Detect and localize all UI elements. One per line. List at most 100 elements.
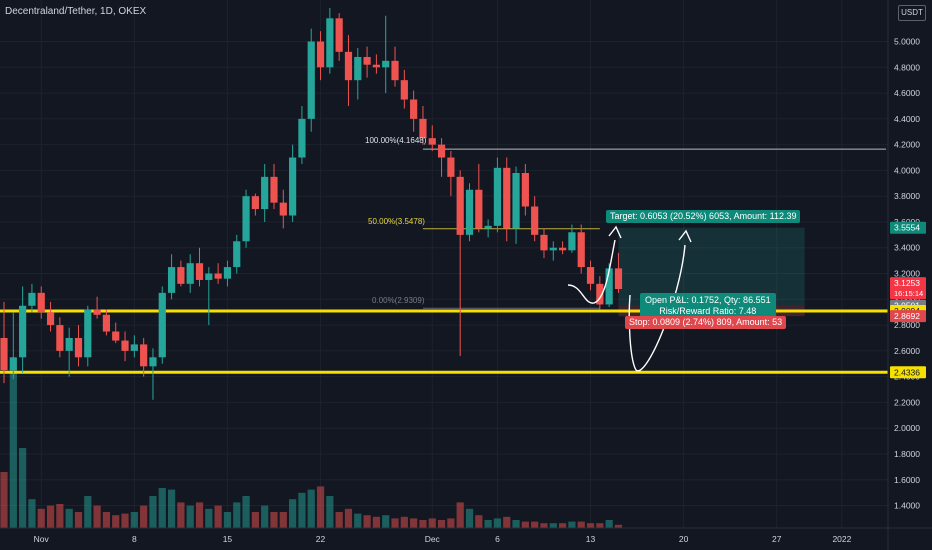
volume-bar xyxy=(102,512,111,528)
candle-body xyxy=(354,56,362,81)
target-info-label: Target: 0.6053 (20.52%) 6053, Amount: 11… xyxy=(606,210,801,223)
volume-bar xyxy=(93,505,101,528)
currency-unit-button[interactable]: USDT xyxy=(898,5,926,21)
volume-bar xyxy=(437,520,446,528)
volume-bar xyxy=(372,516,380,528)
volume-bar xyxy=(456,502,464,528)
volume-bar xyxy=(270,512,278,528)
volume-bar xyxy=(614,524,623,528)
price-tick-label: 4.4000 xyxy=(894,114,920,124)
time-tick-label: 20 xyxy=(679,534,689,544)
volume-bar xyxy=(512,520,520,528)
candle-body xyxy=(251,196,259,210)
candle-body xyxy=(493,167,502,226)
volume-bar xyxy=(195,502,204,528)
candle-body xyxy=(28,292,36,306)
fib-label-0: 0.00%(2.9309) xyxy=(372,296,425,305)
price-tick-label: 3.8000 xyxy=(894,191,920,201)
volume-bar xyxy=(121,513,129,528)
volume-bar xyxy=(568,521,576,528)
candle-body xyxy=(0,337,8,371)
volume-bar xyxy=(289,499,297,528)
arrow-head xyxy=(608,225,622,239)
risk-reward-text: Risk/Reward Ratio: 7.48 xyxy=(659,306,757,316)
time-tick-label: Nov xyxy=(34,534,50,544)
candle-body xyxy=(577,232,585,268)
price-tag-label: 2.4336 xyxy=(894,367,920,377)
volume-bar xyxy=(279,512,287,528)
candle-body xyxy=(9,357,17,371)
candle-body xyxy=(298,118,306,158)
volume-bar xyxy=(261,505,269,528)
candle-body xyxy=(391,60,399,81)
time-tick-label: 15 xyxy=(223,534,233,544)
volume-bar xyxy=(28,499,36,528)
price-tag-bg xyxy=(890,277,926,300)
candle-body xyxy=(568,232,576,251)
candle-body xyxy=(456,176,464,235)
volume-bar xyxy=(475,515,483,528)
symbol-legend: Decentraland/Tether, 1D, OKEX xyxy=(5,6,147,17)
candle-body xyxy=(46,312,55,326)
projection-arrow xyxy=(567,239,616,304)
volume-bar xyxy=(316,486,325,528)
candle-body xyxy=(233,241,241,268)
volume-bar xyxy=(223,512,232,528)
stop-info-label: Stop: 0.0809 (2.74%) 809, Amount: 53 xyxy=(625,316,787,329)
candle-body xyxy=(549,247,557,251)
volume-bar xyxy=(410,518,418,528)
candle-body xyxy=(149,357,157,367)
profit-zone xyxy=(618,227,805,306)
candle-body xyxy=(37,292,45,313)
candle-body xyxy=(279,202,287,216)
volume-bar xyxy=(37,508,45,528)
candle-body xyxy=(596,283,604,305)
volume-bar xyxy=(447,518,455,528)
candle-body xyxy=(363,56,371,65)
volume-bar xyxy=(354,513,362,528)
candle-body xyxy=(65,337,73,351)
price-tick-label: 4.6000 xyxy=(894,88,920,98)
time-tick-label: 13 xyxy=(586,534,596,544)
price-tick-label: 2.8000 xyxy=(894,320,920,330)
candle-body xyxy=(586,267,595,284)
candle-body xyxy=(158,292,166,358)
time-tick-label: 6 xyxy=(495,534,500,544)
volume-bar xyxy=(363,515,371,528)
candle-body xyxy=(614,268,623,289)
candle-body xyxy=(484,225,492,229)
volume-bar xyxy=(56,504,64,528)
volume-bar xyxy=(344,508,353,528)
candle-body xyxy=(540,234,548,251)
candle-body xyxy=(419,118,427,139)
candle-body xyxy=(447,157,455,177)
time-tick-label: 27 xyxy=(772,534,782,544)
volume-bar xyxy=(9,368,17,528)
volume-bar xyxy=(149,496,157,528)
candle-body xyxy=(335,18,343,52)
price-tag-label: 3.5554 xyxy=(894,223,920,233)
volume-bar xyxy=(167,489,176,528)
candle-body xyxy=(186,263,194,284)
candle-body xyxy=(410,99,418,119)
candle-body xyxy=(56,325,64,351)
candle-body xyxy=(167,267,176,293)
candle-body xyxy=(465,189,474,235)
time-tick-label: Dec xyxy=(425,534,441,544)
price-tick-label: 1.8000 xyxy=(894,449,920,459)
price-tag-bg xyxy=(890,310,926,323)
candle-body xyxy=(112,331,120,341)
price-tick-label: 4.2000 xyxy=(894,140,920,150)
volume-bar xyxy=(465,508,474,528)
volume-bar xyxy=(577,521,585,528)
candle-body xyxy=(121,340,129,351)
candle-body xyxy=(475,189,483,229)
candle-body xyxy=(316,41,325,68)
pnl-info-label: Open P&L: 0.1752, Qty: 86.551 Risk/Rewar… xyxy=(640,293,776,319)
candle-body xyxy=(84,309,92,358)
volume-bar xyxy=(130,512,138,528)
candle-body xyxy=(437,144,446,158)
candle-body xyxy=(195,263,204,280)
